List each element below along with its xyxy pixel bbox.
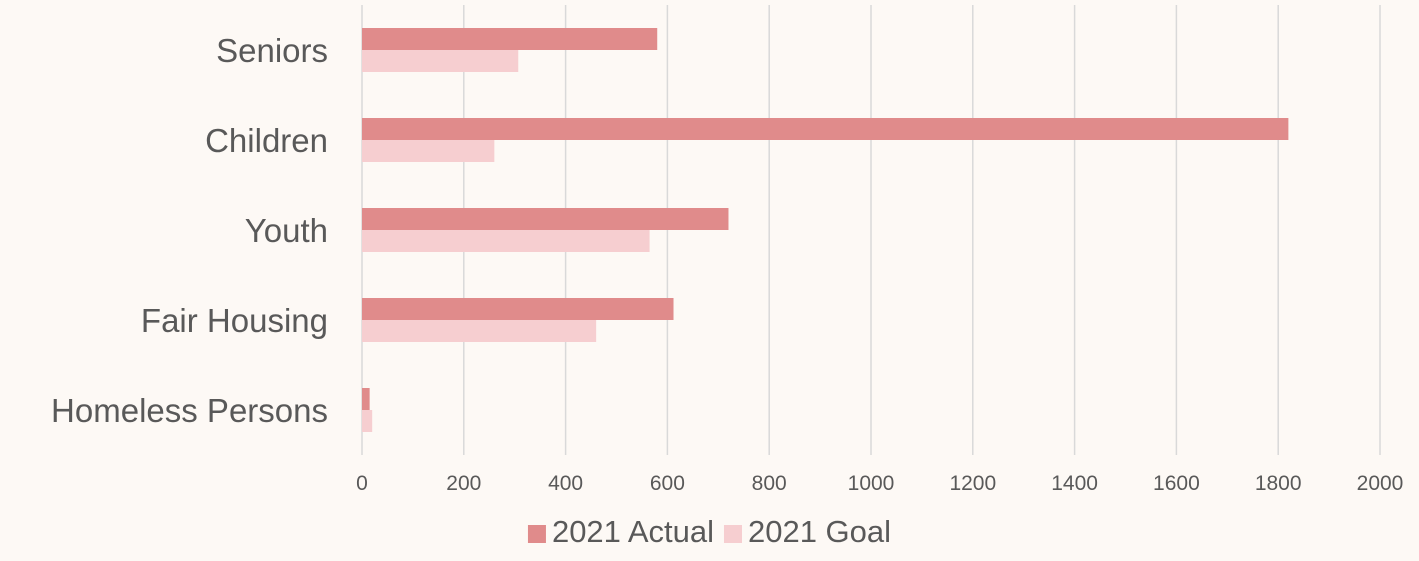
x-tick-label: 1600 xyxy=(1153,472,1200,495)
category-labels: Seniors Children Youth Fair Housing Homeless… xyxy=(51,32,328,429)
bar-2021-goal-youth xyxy=(362,230,650,252)
x-tick-label: 600 xyxy=(650,472,685,495)
x-tick-label: 1200 xyxy=(949,472,996,495)
legend-swatch xyxy=(723,525,742,543)
category-label-fair-housing: Fair Housing xyxy=(141,302,328,339)
bar-2021-goal-seniors xyxy=(362,50,519,72)
x-tick-label: 400 xyxy=(548,472,583,495)
category-label-seniors: Seniors xyxy=(216,32,328,69)
category-label-children: Children xyxy=(205,122,328,159)
bar-2021-actual-homeless-persons xyxy=(362,388,370,410)
bar-2021-actual-children xyxy=(362,118,1289,140)
x-tick-label: 1000 xyxy=(848,472,895,495)
x-tick-label: 1800 xyxy=(1255,472,1302,495)
legend: 2021 Actual 2021 Goal xyxy=(527,514,891,549)
bar-2021-goal-homeless-persons xyxy=(362,410,373,432)
x-tick-label: 1400 xyxy=(1051,472,1098,495)
legend-item-2021-goal: 2021 Goal xyxy=(723,514,891,549)
legend-swatch xyxy=(527,525,546,543)
category-label-youth: Youth xyxy=(245,212,328,249)
bar-2021-goal-fair-housing xyxy=(362,320,597,342)
x-tick-label: 0 xyxy=(356,472,368,495)
x-axis-tick-labels: 0 200 400 600 800 1000 1200 1400 1600 1800 2000 xyxy=(356,472,1403,495)
bar-2021-actual-fair-housing xyxy=(362,298,674,320)
bar-2021-actual-seniors xyxy=(362,28,658,50)
bars xyxy=(362,28,1289,432)
x-tick-label: 200 xyxy=(446,472,481,495)
legend-label: 2021 Actual xyxy=(552,514,714,549)
x-tick-label: 800 xyxy=(752,472,787,495)
legend-item-2021-actual: 2021 Actual xyxy=(527,514,714,549)
category-label-homeless-persons: Homeless Persons xyxy=(51,392,328,429)
legend-label: 2021 Goal xyxy=(748,514,891,549)
bar-2021-actual-youth xyxy=(362,208,729,230)
bar-2021-goal-children xyxy=(362,140,495,162)
gridlines xyxy=(361,5,1381,455)
x-tick-label: 2000 xyxy=(1357,472,1404,495)
